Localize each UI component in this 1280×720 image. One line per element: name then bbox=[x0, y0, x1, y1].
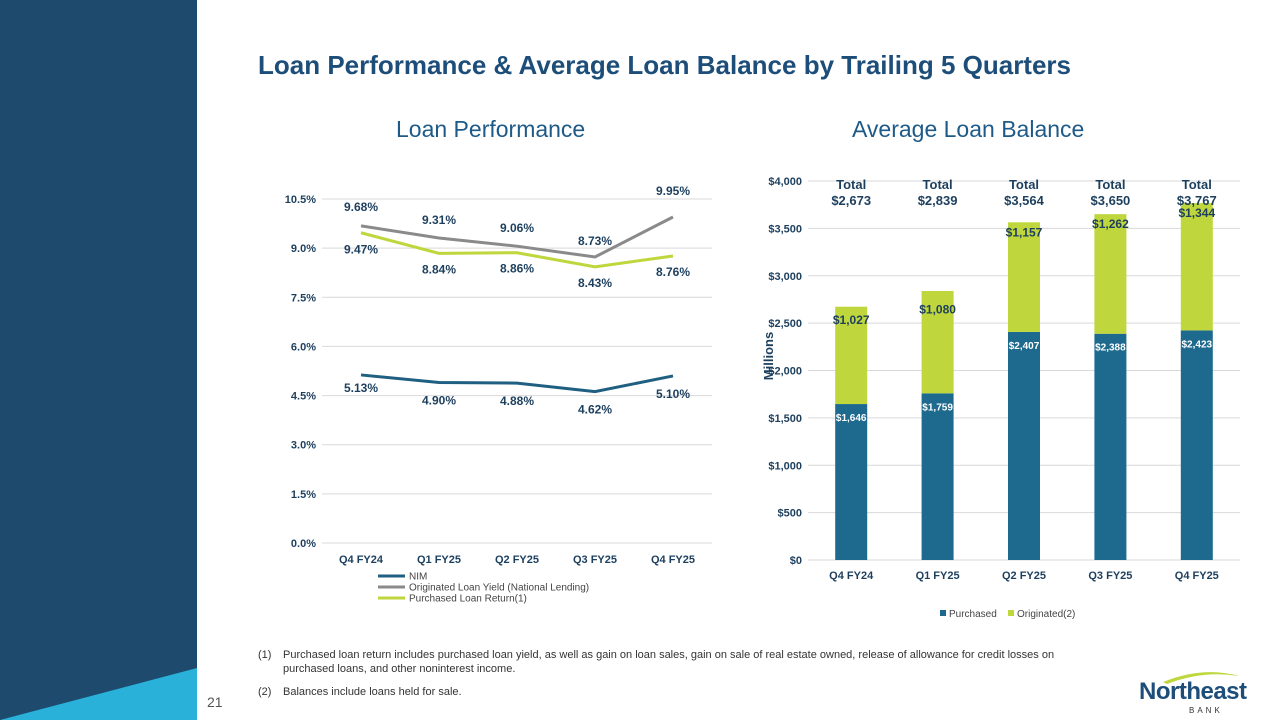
bar-x-tick-label: Q1 FY25 bbox=[916, 570, 960, 582]
bar-legend-label: Purchased bbox=[949, 609, 997, 620]
northeast-bank-logo: Northeast BANK bbox=[1133, 668, 1247, 718]
bar-y-tick-label: $500 bbox=[778, 508, 802, 520]
bar-purchased bbox=[835, 404, 868, 560]
line-x-tick-label: Q1 FY25 bbox=[417, 554, 461, 566]
line-series-3 bbox=[360, 231, 674, 269]
line-series-2 bbox=[360, 215, 674, 259]
line-y-tick-label: 3.0% bbox=[291, 440, 316, 452]
bar-y-tick-label: $2,000 bbox=[768, 366, 802, 378]
logo-swoosh-icon bbox=[1163, 672, 1239, 684]
bar-total-value: $3,650 bbox=[1091, 193, 1131, 208]
line-data-label: 9.06% bbox=[500, 221, 534, 235]
sidebar-decoration bbox=[0, 0, 197, 720]
line-data-label: 8.43% bbox=[578, 276, 612, 290]
page-number: 21 bbox=[207, 694, 223, 710]
line-data-label: 4.90% bbox=[422, 393, 456, 407]
bar-y-tick-label: $3,500 bbox=[768, 223, 802, 235]
line-data-label: 9.68% bbox=[344, 200, 378, 214]
bar-x-tick-label: Q4 FY25 bbox=[1175, 570, 1219, 582]
line-data-label: 5.10% bbox=[656, 387, 690, 401]
line-x-tick-label: Q3 FY25 bbox=[573, 554, 617, 566]
bar-purchased bbox=[921, 393, 954, 560]
line-y-tick-label: 10.5% bbox=[285, 194, 316, 206]
line-data-label: 4.88% bbox=[500, 394, 534, 408]
bar-legend-label: Originated(2) bbox=[1017, 609, 1075, 620]
bar-purchased-label: $2,388 bbox=[1095, 343, 1126, 354]
line-y-tick-label: 9.0% bbox=[291, 243, 316, 255]
bar-originated-label: $1,157 bbox=[1006, 225, 1043, 239]
bar-x-tick-label: Q2 FY25 bbox=[1002, 570, 1046, 582]
bar-total-value: $2,673 bbox=[831, 193, 871, 208]
footnote-1-text: Purchased loan return includes purchased… bbox=[283, 649, 1055, 675]
logo-wordmark: Northeast bbox=[1139, 678, 1247, 705]
line-y-tick-label: 6.0% bbox=[291, 341, 316, 353]
bar-y-tick-label: $4,000 bbox=[768, 176, 802, 188]
bar-x-tick-label: Q4 FY24 bbox=[829, 570, 874, 582]
line-data-label: 9.47% bbox=[344, 243, 378, 257]
loan-performance-heading: Loan Performance bbox=[396, 116, 586, 142]
line-series-1 bbox=[360, 373, 674, 394]
bar-total-prefix: Total bbox=[1182, 177, 1212, 192]
line-data-label: 4.62% bbox=[578, 403, 612, 417]
line-data-label: 5.13% bbox=[344, 381, 378, 395]
bar-y-tick-label: $1,000 bbox=[768, 460, 802, 472]
bar-x-tick-label: Q3 FY25 bbox=[1088, 570, 1132, 582]
bar-originated-label: $1,344 bbox=[1178, 206, 1215, 220]
line-legend-label: NIM bbox=[409, 572, 427, 583]
bar-purchased-label: $1,759 bbox=[922, 402, 953, 413]
line-y-tick-label: 1.5% bbox=[291, 489, 316, 501]
bar-y-axis-label: Millions bbox=[761, 332, 776, 380]
bar-originated-label: $1,080 bbox=[919, 302, 956, 316]
line-data-label: 9.95% bbox=[656, 184, 690, 198]
bar-purchased-label: $2,407 bbox=[1009, 341, 1040, 352]
line-data-label: 8.73% bbox=[578, 234, 612, 248]
bar-originated bbox=[921, 291, 954, 394]
bar-purchased bbox=[1094, 333, 1127, 560]
line-legend-label: Purchased Loan Return(1) bbox=[409, 594, 527, 605]
bar-y-tick-label: $1,500 bbox=[768, 413, 802, 425]
line-data-label: 9.31% bbox=[422, 213, 456, 227]
bar-originated bbox=[835, 306, 868, 405]
bar-purchased bbox=[1008, 331, 1040, 560]
line-legend-label: Originated Loan Yield (National Lending) bbox=[409, 583, 589, 594]
line-x-tick-label: Q2 FY25 bbox=[495, 554, 539, 566]
bar-total-value: $2,839 bbox=[918, 193, 958, 208]
line-x-tick-label: Q4 FY24 bbox=[339, 554, 384, 566]
bar-y-tick-label: $3,000 bbox=[768, 271, 802, 283]
bar-legend-swatch bbox=[940, 610, 946, 616]
bar-total-prefix: Total bbox=[836, 177, 866, 192]
logo-subtitle: BANK bbox=[1189, 706, 1223, 715]
bar-total-prefix: Total bbox=[923, 177, 953, 192]
line-data-label: 8.84% bbox=[422, 262, 456, 276]
average-loan-balance-heading: Average Loan Balance bbox=[852, 116, 1085, 142]
bar-purchased bbox=[1180, 330, 1213, 560]
slide-title: Loan Performance & Average Loan Balance … bbox=[258, 50, 1072, 80]
bar-purchased-label: $2,423 bbox=[1182, 339, 1213, 350]
bar-total-prefix: Total bbox=[1009, 177, 1039, 192]
bar-originated bbox=[1094, 214, 1127, 334]
bar-y-tick-label: $0 bbox=[790, 555, 802, 567]
bar-y-tick-label: $2,500 bbox=[768, 318, 802, 330]
line-y-tick-label: 7.5% bbox=[291, 292, 316, 304]
bar-originated bbox=[1180, 203, 1213, 331]
footnote-2-number: (2) bbox=[258, 686, 272, 698]
bar-originated bbox=[1008, 222, 1040, 332]
bar-total-prefix: Total bbox=[1095, 177, 1125, 192]
line-x-tick-label: Q4 FY25 bbox=[651, 554, 695, 566]
bar-originated-label: $1,027 bbox=[833, 313, 870, 327]
line-data-label: 8.76% bbox=[656, 265, 690, 279]
bar-total-value: $3,767 bbox=[1177, 193, 1217, 208]
bar-legend-swatch bbox=[1008, 610, 1014, 616]
bar-originated-label: $1,262 bbox=[1092, 217, 1129, 231]
line-data-label: 8.86% bbox=[500, 262, 534, 276]
bar-purchased-label: $1,646 bbox=[836, 413, 867, 424]
line-y-tick-label: 4.5% bbox=[291, 391, 316, 403]
bar-total-value: $3,564 bbox=[1004, 193, 1045, 208]
footnote-1-number: (1) bbox=[258, 649, 272, 661]
line-y-tick-label: 0.0% bbox=[291, 538, 316, 550]
footnote-2-text: Balances include loans held for sale. bbox=[283, 686, 462, 698]
